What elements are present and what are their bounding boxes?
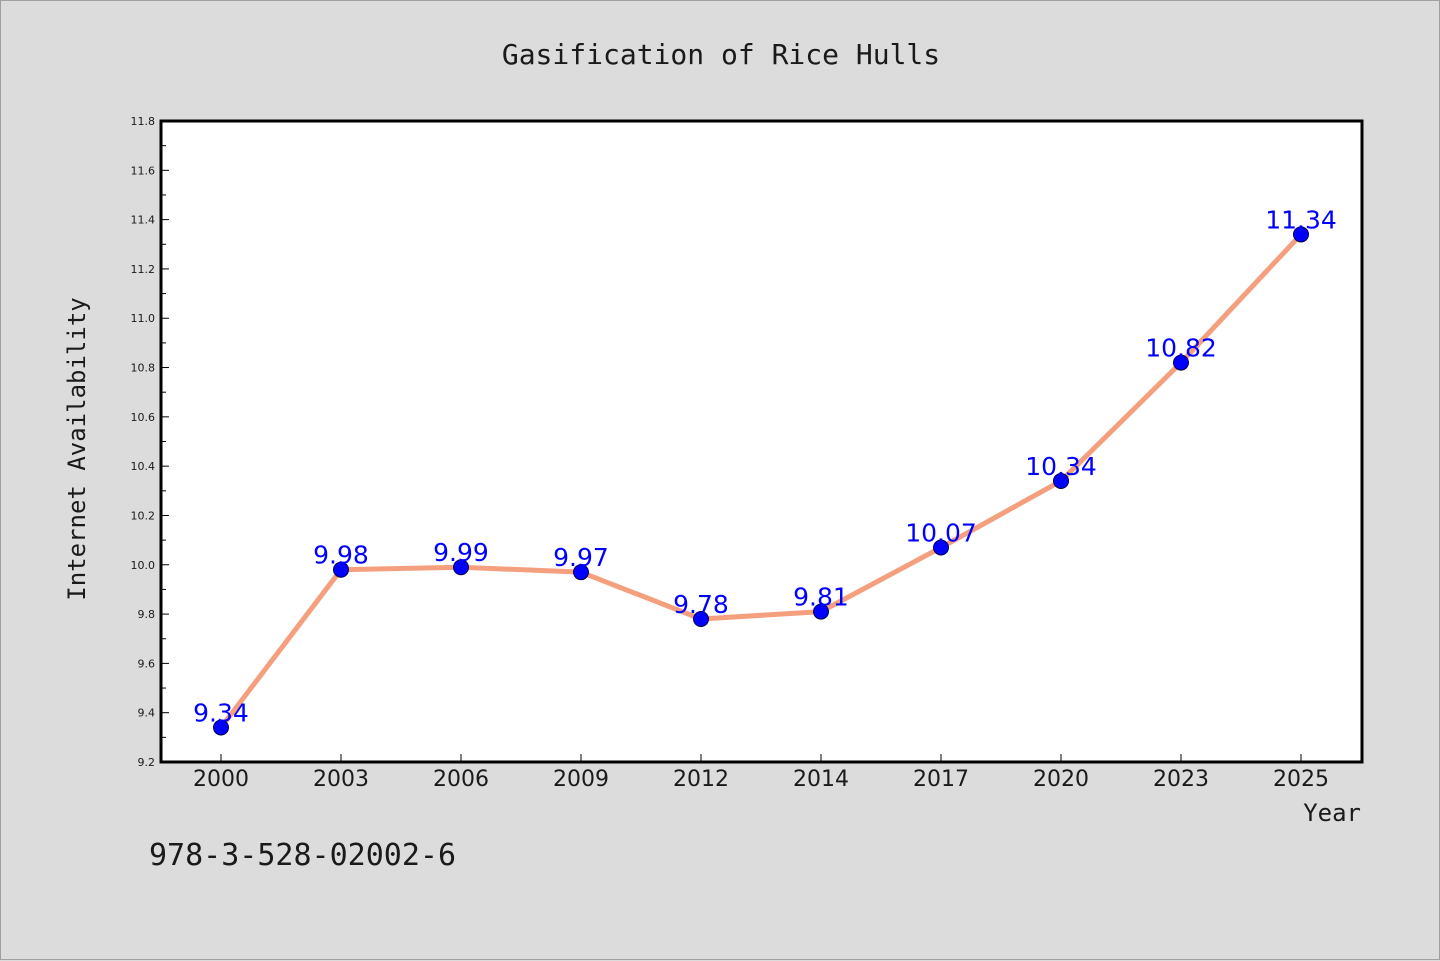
y-tick-label: 10.8 bbox=[131, 362, 156, 375]
data-label: 9.34 bbox=[193, 698, 249, 727]
series-line bbox=[218, 231, 1304, 730]
y-tick-label: 11.2 bbox=[131, 263, 156, 276]
data-point bbox=[693, 611, 709, 628]
data-point bbox=[933, 539, 949, 556]
y-tick-label: 10.6 bbox=[131, 411, 156, 424]
x-tick-label: 2023 bbox=[1153, 767, 1209, 792]
data-label: 9.78 bbox=[673, 590, 729, 619]
data-label: 10.34 bbox=[1025, 452, 1097, 481]
y-axis-ticks: 9.2 9.4 9.6 9.8 10.0 10.2 10.4 10.6 10.8 11.0 11.2… bbox=[131, 115, 169, 769]
y-tick-label: 11.8 bbox=[131, 115, 156, 128]
y-tick-label: 11.4 bbox=[131, 214, 156, 227]
y-tick-label: 9.6 bbox=[138, 657, 156, 670]
data-label: 10.82 bbox=[1145, 334, 1217, 363]
x-tick-label: 2012 bbox=[673, 767, 729, 792]
y-tick-label: 10.2 bbox=[131, 509, 156, 522]
data-point bbox=[333, 561, 349, 578]
x-tick-label: 2020 bbox=[1033, 767, 1089, 792]
data-label: 10.07 bbox=[905, 519, 977, 548]
data-point bbox=[1173, 354, 1189, 371]
data-label: 9.81 bbox=[793, 583, 849, 612]
data-point bbox=[453, 559, 469, 576]
y-tick-label: 10.4 bbox=[131, 460, 156, 473]
data-point bbox=[573, 564, 589, 581]
x-tick-label: 2025 bbox=[1273, 767, 1329, 792]
y-tick-label: 9.8 bbox=[138, 608, 156, 621]
x-axis-ticks: 2000 2003 2006 2009 2012 2014 2017 2020 2023 2025 bbox=[193, 754, 1329, 792]
x-tick-label: 2006 bbox=[433, 767, 489, 792]
series-group bbox=[213, 226, 1309, 736]
data-label: 9.97 bbox=[553, 543, 609, 572]
x-tick-label: 2000 bbox=[193, 767, 249, 792]
plot-area bbox=[159, 119, 1364, 764]
y-tick-label: 11.0 bbox=[131, 312, 156, 325]
data-label: 9.98 bbox=[313, 541, 369, 570]
x-tick-label: 2017 bbox=[913, 767, 969, 792]
x-tick-label: 2014 bbox=[793, 767, 849, 792]
y-tick-label: 11.6 bbox=[131, 164, 156, 177]
y-tick-label: 9.2 bbox=[138, 756, 156, 769]
isbn-annotation: 978-3-528-02002-6 bbox=[149, 838, 456, 873]
y-axis-label: Internet Availability bbox=[63, 297, 91, 600]
data-point bbox=[1293, 226, 1309, 243]
data-point bbox=[1053, 472, 1069, 489]
x-tick-label: 2003 bbox=[313, 767, 369, 792]
data-label: 11.34 bbox=[1265, 205, 1337, 234]
y-tick-label: 9.4 bbox=[138, 707, 156, 720]
data-labels: 9.34 9.98 9.99 9.97 9.78 9.81 10.07 10.34 10.82 1… bbox=[193, 205, 1337, 727]
chart-title: Gasification of Rice Hulls bbox=[502, 38, 940, 71]
x-axis-label: Year bbox=[1303, 799, 1361, 827]
data-label: 9.99 bbox=[433, 538, 489, 567]
data-point bbox=[813, 603, 829, 620]
y-tick-label: 10.0 bbox=[131, 559, 156, 572]
x-tick-label: 2009 bbox=[553, 767, 609, 792]
data-point bbox=[213, 719, 229, 736]
